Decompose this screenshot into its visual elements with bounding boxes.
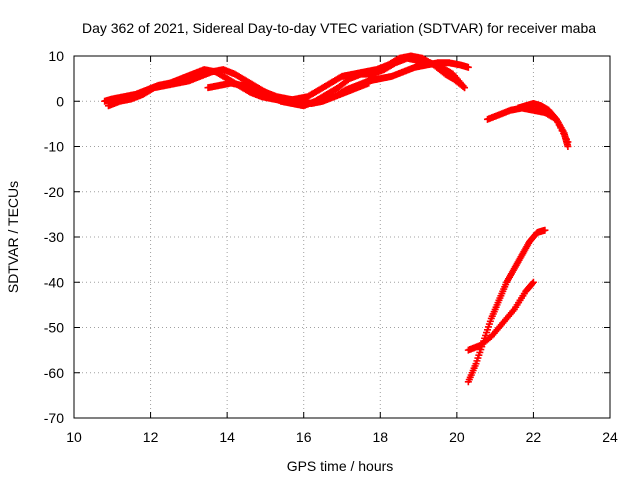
axis-ticks: 10 12 14 16 18 20 22 24 -70 -60 -50 -40 -30 -20 -10 0 10: [44, 48, 618, 445]
y-tick-label: -10: [44, 139, 64, 155]
y-tick-label: -50: [44, 320, 64, 336]
y-tick-label: -70: [44, 410, 64, 426]
x-tick-label: 24: [602, 429, 618, 445]
data-series: [101, 52, 572, 386]
y-tick-label: -40: [44, 274, 64, 290]
point-markers: [464, 278, 537, 354]
chart-title: Day 362 of 2021, Sidereal Day-to-day VTE…: [82, 20, 596, 36]
series-4: [307, 59, 472, 108]
grid: [74, 56, 610, 418]
x-tick-label: 14: [219, 429, 235, 445]
y-axis-label: SDTVAR / TECUs: [5, 181, 21, 293]
point-markers: [514, 100, 572, 150]
point-markers: [464, 226, 549, 386]
x-tick-label: 10: [66, 429, 82, 445]
x-tick-label: 12: [143, 429, 159, 445]
series-7: [464, 226, 549, 386]
series-8: [464, 278, 537, 354]
x-axis-label: GPS time / hours: [287, 458, 394, 474]
series-6: [514, 100, 572, 150]
x-tick-label: 18: [372, 429, 388, 445]
y-tick-label: -30: [44, 229, 64, 245]
y-tick-label: -20: [44, 184, 64, 200]
x-tick-label: 20: [449, 429, 465, 445]
x-tick-label: 22: [526, 429, 542, 445]
x-tick-label: 16: [296, 429, 312, 445]
y-tick-label: -60: [44, 365, 64, 381]
point-markers: [307, 59, 472, 108]
y-tick-label: 0: [56, 93, 64, 109]
y-tick-label: 10: [48, 48, 64, 64]
